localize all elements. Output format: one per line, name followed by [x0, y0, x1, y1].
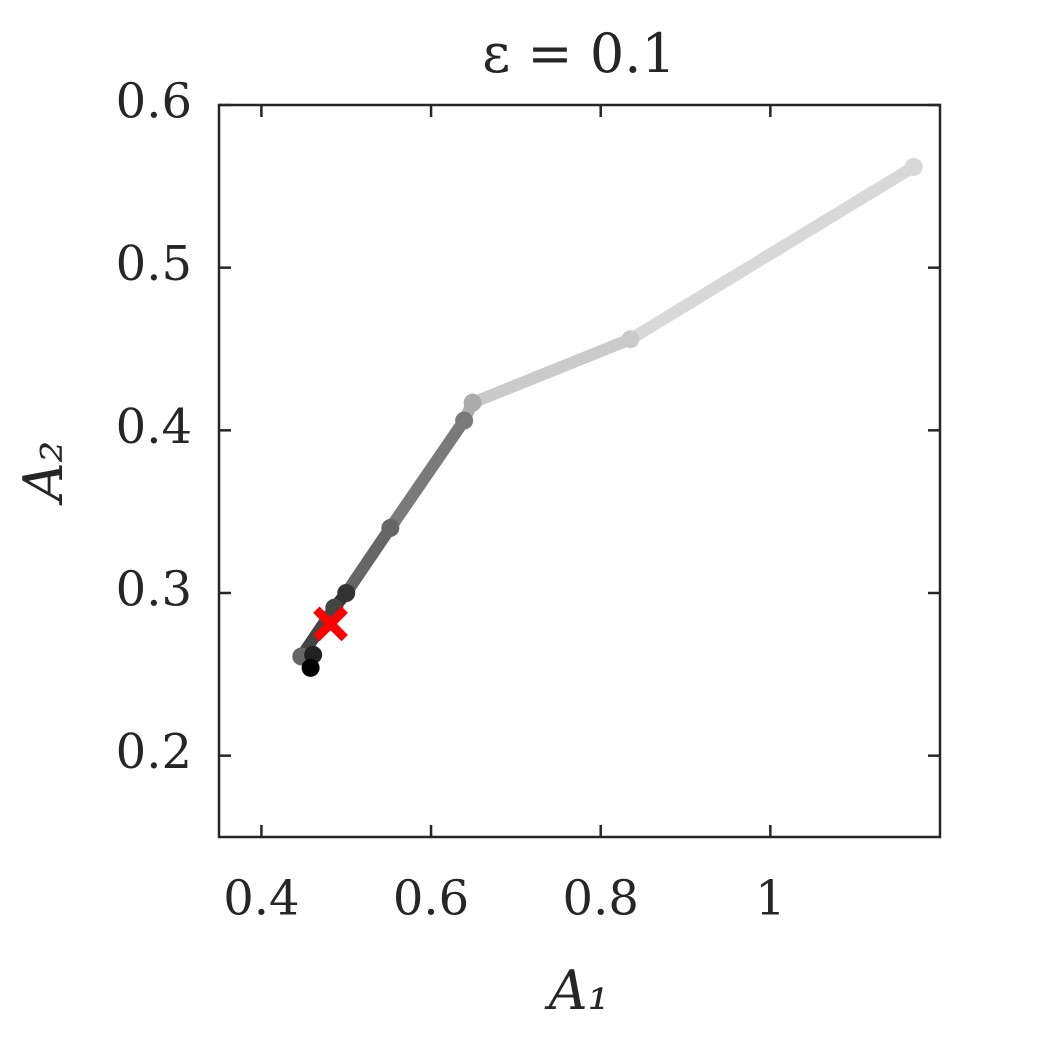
x-tick-label: 1 [755, 871, 786, 927]
point [621, 330, 640, 349]
x-tick-label: 0.8 [563, 871, 639, 927]
y-tick-label: 0.5 [116, 236, 192, 292]
y-tick-label: 0.2 [116, 724, 192, 780]
line-segment [384, 414, 471, 534]
plot-area [292, 157, 923, 677]
point [337, 584, 356, 602]
line-segment [340, 521, 397, 599]
point [455, 411, 474, 430]
point [904, 157, 923, 176]
point [381, 518, 400, 537]
y-tick-label: 0.6 [116, 74, 192, 130]
x-tick-label: 0.4 [223, 871, 299, 927]
y-tick-label: 0.3 [116, 562, 192, 618]
y-axis-label: A₂ [12, 441, 75, 507]
y-tick-label: 0.4 [116, 399, 192, 455]
line-segment [624, 160, 920, 346]
x-tick-label: 0.6 [393, 871, 469, 927]
point [463, 393, 482, 412]
x-axis-label: A₁ [544, 959, 610, 1022]
point [301, 658, 320, 677]
axes-frame [217, 103, 942, 839]
chart-title: ε = 0.1 [482, 22, 675, 85]
marker-x [313, 606, 348, 642]
line-segment [466, 333, 637, 409]
